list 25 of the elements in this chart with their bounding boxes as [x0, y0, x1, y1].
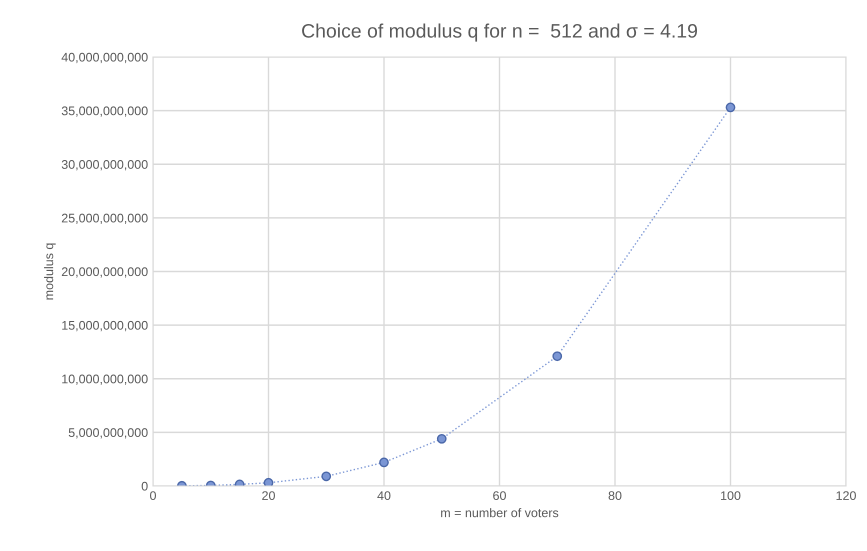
- point: [436, 434, 447, 444]
- y-tick-label: 15,000,000,000: [62, 320, 148, 332]
- y-tick-label: 25,000,000,000: [62, 214, 148, 224]
- x-tick-label: 40: [377, 491, 390, 500]
- y-tick-label: 0: [142, 482, 148, 491]
- y-axis-title: modulus q: [44, 243, 56, 300]
- x-tick-label: 60: [493, 491, 506, 500]
- x-tick-label: 0: [150, 491, 156, 500]
- point: [552, 351, 562, 362]
- y-tick-label: 35,000,000,000: [62, 106, 148, 117]
- x-tick-label: 20: [262, 491, 275, 500]
- y-tick-label: 30,000,000,000: [62, 160, 148, 170]
- point: [379, 458, 389, 468]
- chart-title: Choice of modulus q for n = 512 and σ = 4.19: [302, 23, 698, 42]
- x-tick-label: 120: [836, 491, 856, 500]
- x-axis-title: m = number of voters: [441, 508, 558, 518]
- x-tick-label: 80: [608, 491, 622, 500]
- point: [321, 471, 332, 482]
- y-tick-label: 5,000,000,000: [68, 428, 148, 439]
- y-tick-label: 40,000,000,000: [62, 52, 148, 64]
- y-tick-label: 10,000,000,000: [62, 374, 148, 385]
- y-tick-label: 20,000,000,000: [62, 267, 148, 278]
- point: [264, 478, 274, 486]
- x-tick-label: 100: [721, 491, 740, 500]
- point: [726, 102, 736, 112]
